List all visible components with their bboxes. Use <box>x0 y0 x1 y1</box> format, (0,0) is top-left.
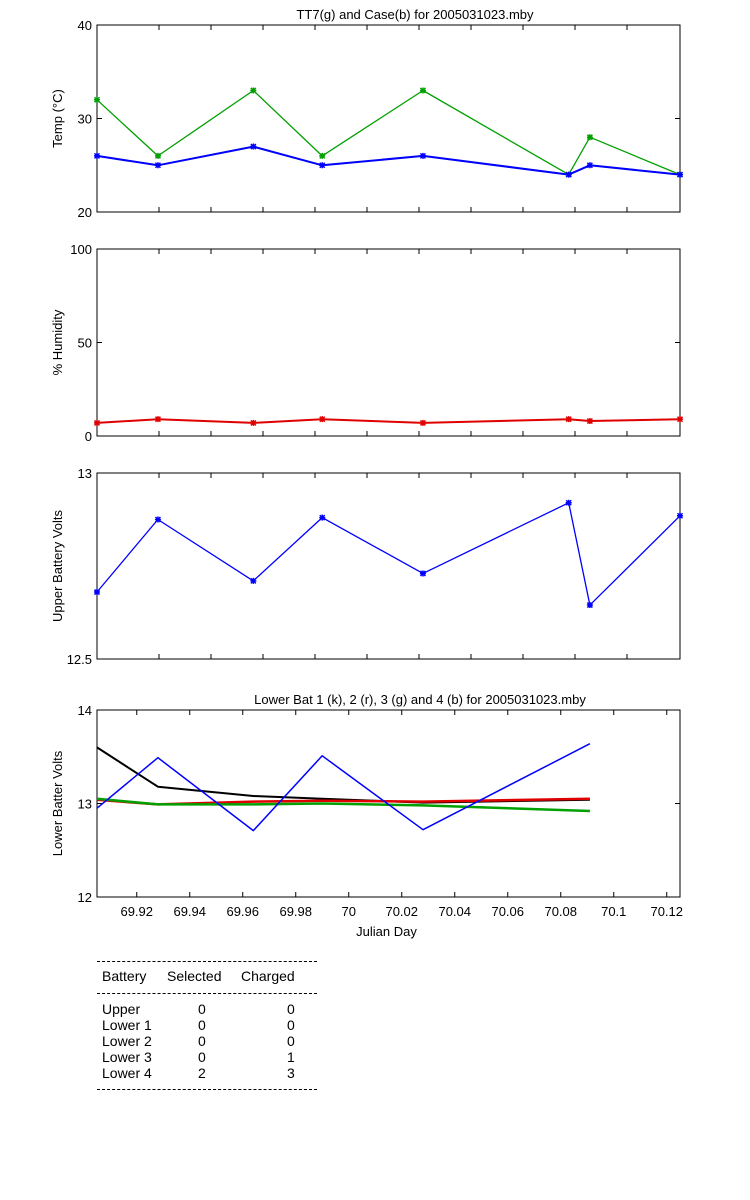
data-point <box>250 419 257 426</box>
table-cell-battery: Lower 2 <box>102 1033 152 1049</box>
data-point <box>319 152 326 159</box>
table-header-battery: Battery <box>102 968 147 984</box>
table-cell-battery: Lower 4 <box>102 1065 152 1081</box>
y-tick-label: 12.5 <box>67 652 92 667</box>
table-rule-middle <box>97 993 317 994</box>
data-point <box>676 171 684 178</box>
table-cell-selected: 2 <box>198 1065 206 1081</box>
x-tick-label: 69.94 <box>173 904 206 919</box>
data-point <box>586 602 593 609</box>
chart-title: TT7(g) and Case(b) for 2005031023.mby <box>296 7 534 22</box>
table-cell-battery: Lower 1 <box>102 1017 152 1033</box>
data-point <box>319 162 326 169</box>
data-point <box>93 419 101 426</box>
data-point <box>93 96 101 103</box>
data-point <box>93 589 101 596</box>
data-point <box>676 512 684 519</box>
data-point <box>419 152 426 159</box>
y-tick-label: 13 <box>78 797 92 812</box>
table-cell-battery: Lower 3 <box>102 1049 152 1065</box>
data-point <box>319 514 326 521</box>
table-cell-selected: 0 <box>198 1033 206 1049</box>
y-axis-label: Lower Batter Volts <box>50 750 65 856</box>
table-cell-charged: 0 <box>287 1033 295 1049</box>
x-tick-label: 70 <box>342 904 356 919</box>
y-tick-label: 13 <box>78 466 92 481</box>
table-cell-charged: 1 <box>287 1049 295 1065</box>
y-tick-label: 40 <box>78 18 92 33</box>
y-tick-label: 50 <box>78 336 92 351</box>
x-tick-label: 70.1 <box>601 904 626 919</box>
y-tick-label: 12 <box>78 890 92 905</box>
y-tick-label: 14 <box>78 703 92 718</box>
data-point <box>419 570 426 577</box>
series-line <box>96 145 681 176</box>
table-rule-bottom <box>97 1089 317 1090</box>
data-point <box>250 143 257 150</box>
y-tick-label: 100 <box>70 242 92 257</box>
x-tick-label: 70.06 <box>491 904 524 919</box>
x-tick-label: 70.02 <box>385 904 418 919</box>
y-tick-label: 20 <box>78 205 92 220</box>
x-axis-label: Julian Day <box>356 924 417 939</box>
y-axis-label: Upper Battery Volts <box>50 510 65 622</box>
x-tick-label: 69.98 <box>279 904 312 919</box>
x-tick-label: 69.92 <box>120 904 153 919</box>
x-tick-label: 70.04 <box>438 904 471 919</box>
data-point <box>250 87 257 94</box>
data-point <box>319 416 326 423</box>
series-line <box>96 743 591 832</box>
series-line <box>96 418 681 424</box>
x-tick-label: 70.12 <box>650 904 683 919</box>
y-axis-label: Temp (°C) <box>50 89 65 148</box>
data-point <box>154 416 161 423</box>
table-cell-battery: Upper <box>102 1001 141 1017</box>
series-line <box>96 502 681 606</box>
data-point <box>419 87 426 94</box>
data-point <box>154 516 161 523</box>
table-cell-charged: 0 <box>287 1017 295 1033</box>
x-tick-label: 70.08 <box>544 904 577 919</box>
data-point <box>586 134 593 141</box>
data-point <box>565 499 572 506</box>
x-tick-label: 69.96 <box>226 904 259 919</box>
data-point <box>586 162 593 169</box>
data-point <box>565 416 572 423</box>
data-point <box>419 419 426 426</box>
table-cell-charged: 0 <box>287 1001 295 1017</box>
plot-frame <box>96 24 681 213</box>
y-tick-label: 30 <box>78 112 92 127</box>
table-header-charged: Charged <box>241 968 295 984</box>
data-point <box>154 152 161 159</box>
data-point <box>565 171 572 178</box>
table-header-selected: Selected <box>167 968 222 984</box>
series-line <box>96 797 590 813</box>
table-rule-top <box>97 961 317 962</box>
table-cell-selected: 0 <box>198 1049 206 1065</box>
data-point <box>250 577 257 584</box>
data-point <box>676 416 684 423</box>
series-line <box>96 89 681 176</box>
chart-title: Lower Bat 1 (k), 2 (r), 3 (g) and 4 (b) … <box>254 692 586 707</box>
plot-frame <box>96 248 681 437</box>
table-cell-selected: 0 <box>198 1001 206 1017</box>
plot-frame <box>96 472 681 660</box>
series-line <box>96 746 590 804</box>
data-point <box>154 162 161 169</box>
y-axis-label: % Humidity <box>50 309 65 375</box>
data-point <box>586 418 593 425</box>
data-point <box>93 152 101 159</box>
y-tick-label: 0 <box>85 429 92 444</box>
table-cell-selected: 0 <box>198 1017 206 1033</box>
table-cell-charged: 3 <box>287 1065 295 1081</box>
